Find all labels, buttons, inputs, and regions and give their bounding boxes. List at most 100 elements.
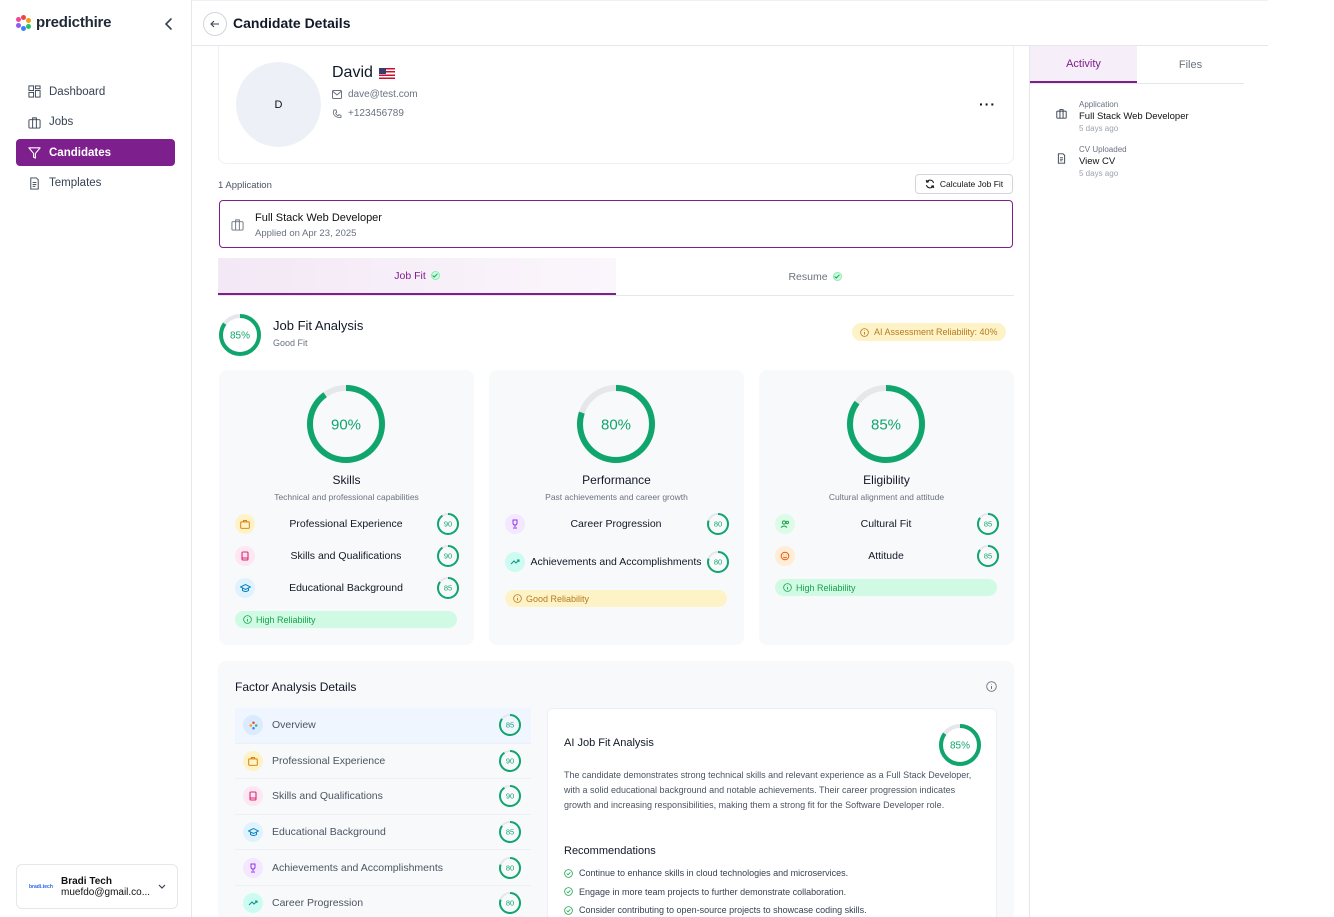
- factor-row-achievements[interactable]: Achievements and Accomplishments 80: [235, 850, 531, 886]
- application-date: Applied on Apr 23, 2025: [255, 228, 357, 239]
- ring-label: 80: [506, 863, 514, 872]
- ring-label: 85: [984, 520, 992, 529]
- card-title: Eligibility: [863, 473, 910, 487]
- factor-professional-experience[interactable]: Professional Experience 90: [235, 513, 459, 535]
- info-icon[interactable]: [986, 681, 997, 692]
- check-circle-icon: [564, 905, 573, 915]
- ai-analysis-text: The candidate demonstrates strong techni…: [564, 770, 972, 810]
- brand-name: predicthire: [36, 14, 112, 31]
- trend-up-icon: [505, 552, 525, 572]
- collapse-sidebar-icon[interactable]: [162, 16, 176, 32]
- back-button[interactable]: [203, 12, 227, 36]
- sidebar-item-candidates[interactable]: Candidates: [16, 139, 175, 166]
- factor-row-skills-qualifications[interactable]: Skills and Qualifications 90: [235, 779, 531, 815]
- trophy-icon: [505, 514, 525, 534]
- arrow-left-icon: [210, 20, 219, 28]
- performance-score-ring: 80%: [577, 385, 655, 463]
- user-name: Bradi Tech: [61, 875, 112, 887]
- page-title: Candidate Details: [233, 15, 351, 31]
- activity-time: 5 days ago: [1079, 169, 1119, 178]
- tab-label: Resume: [788, 270, 828, 283]
- trend-up-icon: [243, 893, 263, 914]
- factor-label: Educational Background: [289, 582, 403, 594]
- more-options-icon[interactable]: ···: [979, 96, 996, 112]
- activity-time: 5 days ago: [1079, 124, 1119, 133]
- candidate-phone[interactable]: +123456789: [332, 108, 404, 119]
- factor-label: Cultural Fit: [860, 518, 912, 530]
- calculate-label: Calculate Job Fit: [939, 179, 1004, 189]
- tab-job-fit[interactable]: Job Fit: [218, 258, 616, 295]
- factor-achievements[interactable]: Achievements and Accomplishments 80: [505, 551, 729, 573]
- skills-card: 90% Skills Technical and professional ca…: [219, 370, 474, 645]
- ai-score-ring: 85%: [939, 724, 981, 766]
- application-count: 1 Application: [218, 180, 272, 191]
- factor-score-ring: 80: [707, 551, 729, 573]
- factor-row-career-progression[interactable]: Career Progression 80: [235, 886, 531, 917]
- tab-files[interactable]: Files: [1178, 58, 1203, 71]
- info-icon: [243, 615, 252, 624]
- factor-row-professional-experience[interactable]: Professional Experience 90: [235, 744, 531, 780]
- candidate-email[interactable]: dave@test.com: [332, 89, 418, 100]
- eligibility-score-ring: 85%: [847, 385, 925, 463]
- info-icon: [783, 583, 792, 592]
- brand-logo[interactable]: predicthire: [16, 14, 112, 31]
- factor-label: Skills and Qualifications: [290, 550, 402, 562]
- ring-progress: [499, 714, 521, 737]
- briefcase-icon: [231, 219, 244, 231]
- factor-skills-qualifications[interactable]: Skills and Qualifications 90: [235, 545, 459, 567]
- phone-icon: [332, 109, 342, 118]
- phone-text: +123456789: [348, 108, 404, 119]
- users-icon: [775, 514, 795, 534]
- activity-title: Full Stack Web Developer: [1079, 111, 1189, 122]
- recommendation-text: Consider contributing to open-source pro…: [579, 905, 867, 916]
- factor-cultural-fit[interactable]: Cultural Fit 85: [775, 513, 999, 535]
- briefcase-icon: [28, 116, 41, 129]
- page-margin: [1268, 0, 1334, 917]
- reliability-badge: Good Reliability: [505, 590, 727, 607]
- sidebar-item-dashboard[interactable]: Dashboard: [16, 78, 175, 105]
- check-icon: [430, 271, 440, 280]
- page-header: Candidate Details: [192, 0, 1268, 46]
- factor-career-progression[interactable]: Career Progression 80: [505, 513, 729, 535]
- calculate-job-fit-button[interactable]: Calculate Job Fit: [915, 174, 1013, 194]
- ring-label: 85: [506, 828, 514, 837]
- ring-progress: [307, 385, 385, 463]
- trophy-icon: [243, 857, 263, 878]
- tab-resume[interactable]: Resume: [616, 258, 1014, 295]
- ai-analysis-box: AI Job Fit Analysis 85% The candidate de…: [547, 708, 997, 917]
- sidebar-item-label: Dashboard: [49, 85, 106, 98]
- factor-row-label: Career Progression: [272, 897, 364, 910]
- sidebar-item-jobs[interactable]: Jobs: [16, 109, 175, 136]
- sidebar-item-label: Jobs: [49, 116, 74, 128]
- ai-analysis-title: AI Job Fit Analysis: [564, 737, 654, 749]
- factor-score-ring: 85: [977, 545, 999, 567]
- sidebar-item-templates[interactable]: Templates: [16, 170, 175, 197]
- sidebar-item-label: Templates: [49, 177, 102, 189]
- chevron-down-icon: [158, 884, 166, 889]
- ring-label: 90: [506, 792, 514, 801]
- factor-attitude[interactable]: Attitude 85: [775, 545, 999, 567]
- factor-score-ring: 90: [499, 749, 521, 772]
- factor-row-educational-background[interactable]: Educational Background 85: [235, 815, 531, 851]
- reliability-badge: High Reliability: [235, 611, 457, 628]
- tab-label: Job Fit: [394, 269, 426, 282]
- factor-label: Achievements and Accomplishments: [530, 556, 702, 568]
- ring-progress: [847, 385, 925, 463]
- badge-text: Good Reliability: [526, 593, 590, 604]
- ring-label: 90: [444, 520, 452, 529]
- application-card[interactable]: Full Stack Web Developer Applied on Apr …: [219, 200, 1013, 248]
- refresh-icon: [925, 179, 935, 189]
- recommendation-text: Engage in more team projects to further …: [579, 886, 847, 897]
- factor-educational-background[interactable]: Educational Background 85: [235, 577, 459, 599]
- card-title: Performance: [582, 473, 651, 487]
- factor-label: Attitude: [868, 550, 904, 562]
- recommendation-item: Consider contributing to open-source pro…: [564, 901, 984, 917]
- ring-progress: [939, 724, 981, 766]
- ring-progress: [499, 892, 521, 915]
- user-menu[interactable]: bradi.tech Bradi Tech muefdo@gmail.co...: [16, 864, 178, 909]
- tab-activity[interactable]: Activity: [1030, 46, 1137, 83]
- briefcase-icon: [243, 750, 263, 771]
- ring-progress: [977, 545, 999, 567]
- ring-progress: [499, 785, 521, 808]
- factor-row-overview[interactable]: Overview 85: [235, 708, 531, 744]
